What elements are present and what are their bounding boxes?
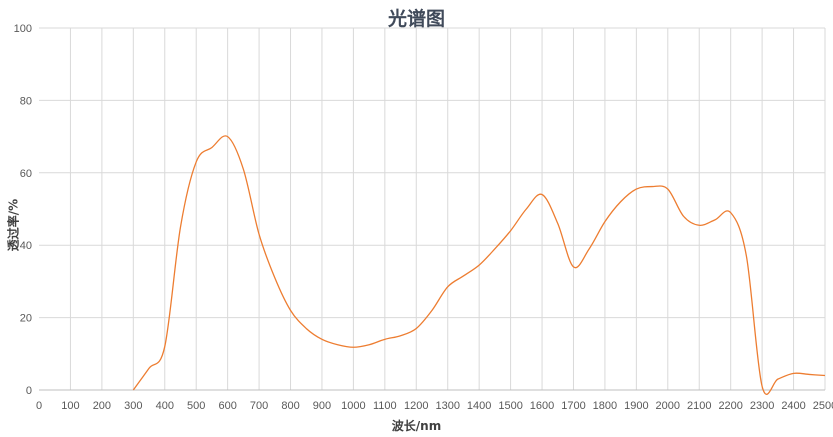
y-axis-label: 透过率/% [6,198,21,252]
x-tick-label: 1200 [404,400,428,412]
x-tick-label: 1900 [624,400,648,412]
x-tick-label: 300 [124,400,142,412]
x-tick-label: 2200 [718,400,742,412]
y-tick-label: 100 [14,23,32,35]
series-line [132,135,826,395]
x-tick-label: 2500 [813,400,833,412]
x-axis-label: 波长/nm [391,419,442,433]
x-tick-label: 2000 [656,400,680,412]
x-tick-label: 1500 [498,400,522,412]
x-tick-label: 1100 [373,400,397,412]
x-tick-label: 400 [156,400,174,412]
x-tick-label: 1800 [593,400,617,412]
y-tick-label: 0 [26,385,32,397]
x-tick-label: 1000 [341,400,365,412]
x-tick-label: 0 [36,400,42,412]
x-tick-label: 800 [281,400,299,412]
y-tick-label: 20 [20,313,32,325]
x-tick-label: 1400 [467,400,491,412]
x-tick-label: 100 [61,400,79,412]
y-tick-label: 80 [20,95,32,107]
series-layer [132,135,826,395]
x-tick-label: 700 [250,400,268,412]
x-tick-label: 2400 [781,400,805,412]
x-tick-label: 900 [313,400,331,412]
y-tick-label: 40 [20,240,32,252]
x-tick-label: 1300 [435,400,459,412]
x-tick-label: 2100 [687,400,711,412]
x-tick-label: 1600 [530,400,554,412]
x-tick-label: 1700 [561,400,585,412]
x-tick-label: 2300 [750,400,774,412]
x-tick-label: 600 [218,400,236,412]
grid-lines [39,27,826,390]
chart-title: 光谱图 [387,8,445,30]
y-tick-label: 60 [20,168,32,180]
x-tick-label: 200 [93,400,111,412]
x-tick-label: 500 [187,400,205,412]
